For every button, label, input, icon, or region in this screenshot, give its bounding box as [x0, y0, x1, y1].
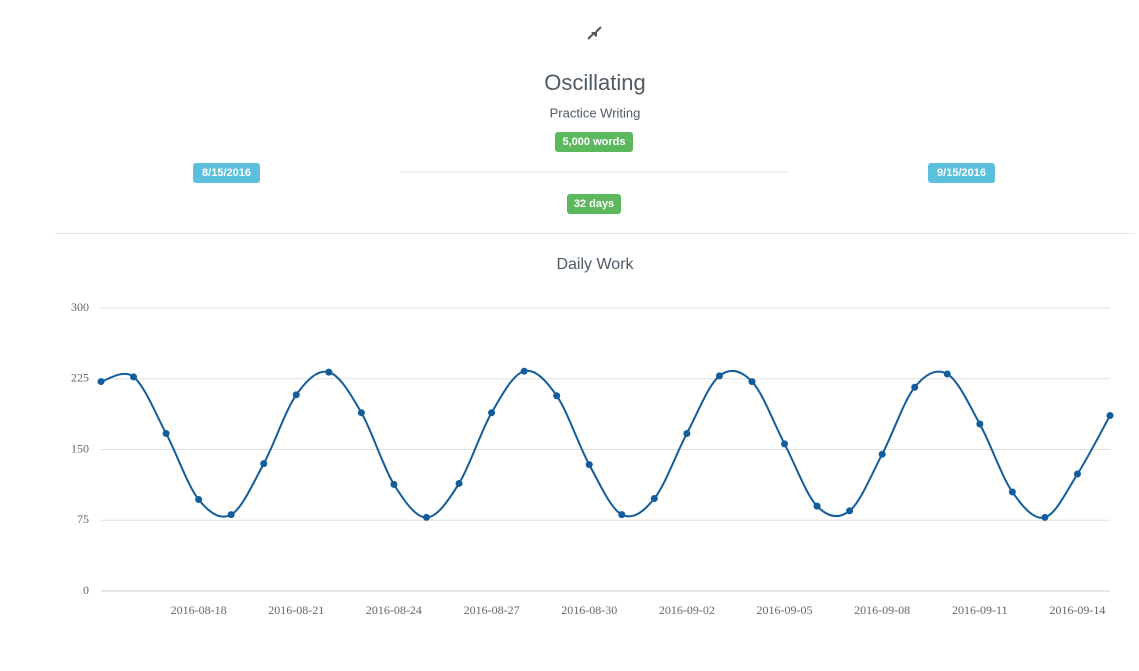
x-tick-label: 2016-09-14: [1049, 603, 1105, 617]
chart-title: Daily Work: [556, 256, 634, 273]
end-date: 9/15/2016: [937, 167, 986, 179]
plot: 0 75 150 225 300 2016-08-18 2016-08-21 2016-08-…: [71, 300, 1114, 617]
data-point: [97, 378, 105, 386]
y-tick-label: 150: [71, 441, 89, 455]
data-point: [748, 378, 756, 386]
start-date: 8/15/2016: [202, 167, 251, 179]
data-point: [618, 511, 626, 519]
x-tick-label: 2016-08-18: [171, 603, 227, 617]
data-point: [260, 460, 268, 468]
data-point: [390, 480, 398, 488]
x-tick-label: 2016-08-27: [464, 603, 520, 617]
goal-text: 5,000 words: [563, 136, 626, 148]
end-badge: [928, 163, 995, 183]
collapse-icon[interactable]: [587, 26, 602, 40]
data-point: [1008, 488, 1016, 496]
series-line: [100, 369, 1111, 519]
data-point: [846, 507, 854, 515]
y-tick-label: 300: [71, 300, 89, 314]
x-tick-label: 2016-08-30: [561, 603, 617, 617]
y-tick-label: 75: [77, 512, 89, 526]
goal-badge: [555, 132, 633, 152]
data-point: [553, 392, 561, 400]
data-point: [292, 391, 300, 399]
x-tick-label: 2016-08-21: [268, 603, 324, 617]
data-point: [878, 450, 886, 458]
data-point: [683, 429, 691, 437]
start-badge: [193, 163, 260, 183]
data-point: [227, 511, 235, 519]
data-point: [1073, 470, 1081, 478]
data-point: [488, 409, 496, 417]
data-point: [195, 495, 203, 503]
data-point: [715, 372, 723, 380]
x-tick-label: 2016-09-05: [757, 603, 813, 617]
data-point: [1041, 513, 1049, 521]
data-point: [1106, 412, 1114, 420]
data-point: [813, 502, 821, 510]
x-tick-label: 2016-09-08: [854, 603, 910, 617]
goal-title: Oscillating: [544, 70, 645, 95]
data-point: [422, 513, 430, 521]
y-tick-label: 0: [83, 583, 89, 597]
duration-badge: [567, 194, 621, 214]
data-point: [943, 370, 951, 378]
data-point: [650, 495, 658, 503]
data-point: [911, 383, 919, 391]
data-point: [976, 420, 984, 428]
data-point: [520, 367, 528, 375]
x-tick-label: 2016-08-24: [366, 603, 422, 617]
x-tick-label: 2016-09-11: [952, 603, 1008, 617]
goal-subtitle: Practice Writing: [550, 105, 641, 120]
data-point: [585, 461, 593, 469]
data-point: [130, 373, 138, 381]
data-point: [162, 429, 170, 437]
y-tick-label: 225: [71, 371, 89, 385]
duration-text: 32 days: [574, 198, 614, 210]
data-point: [357, 409, 365, 417]
data-point: [781, 440, 789, 448]
data-point: [325, 368, 333, 376]
x-tick-label: 2016-09-02: [659, 603, 715, 617]
data-point: [455, 479, 463, 487]
